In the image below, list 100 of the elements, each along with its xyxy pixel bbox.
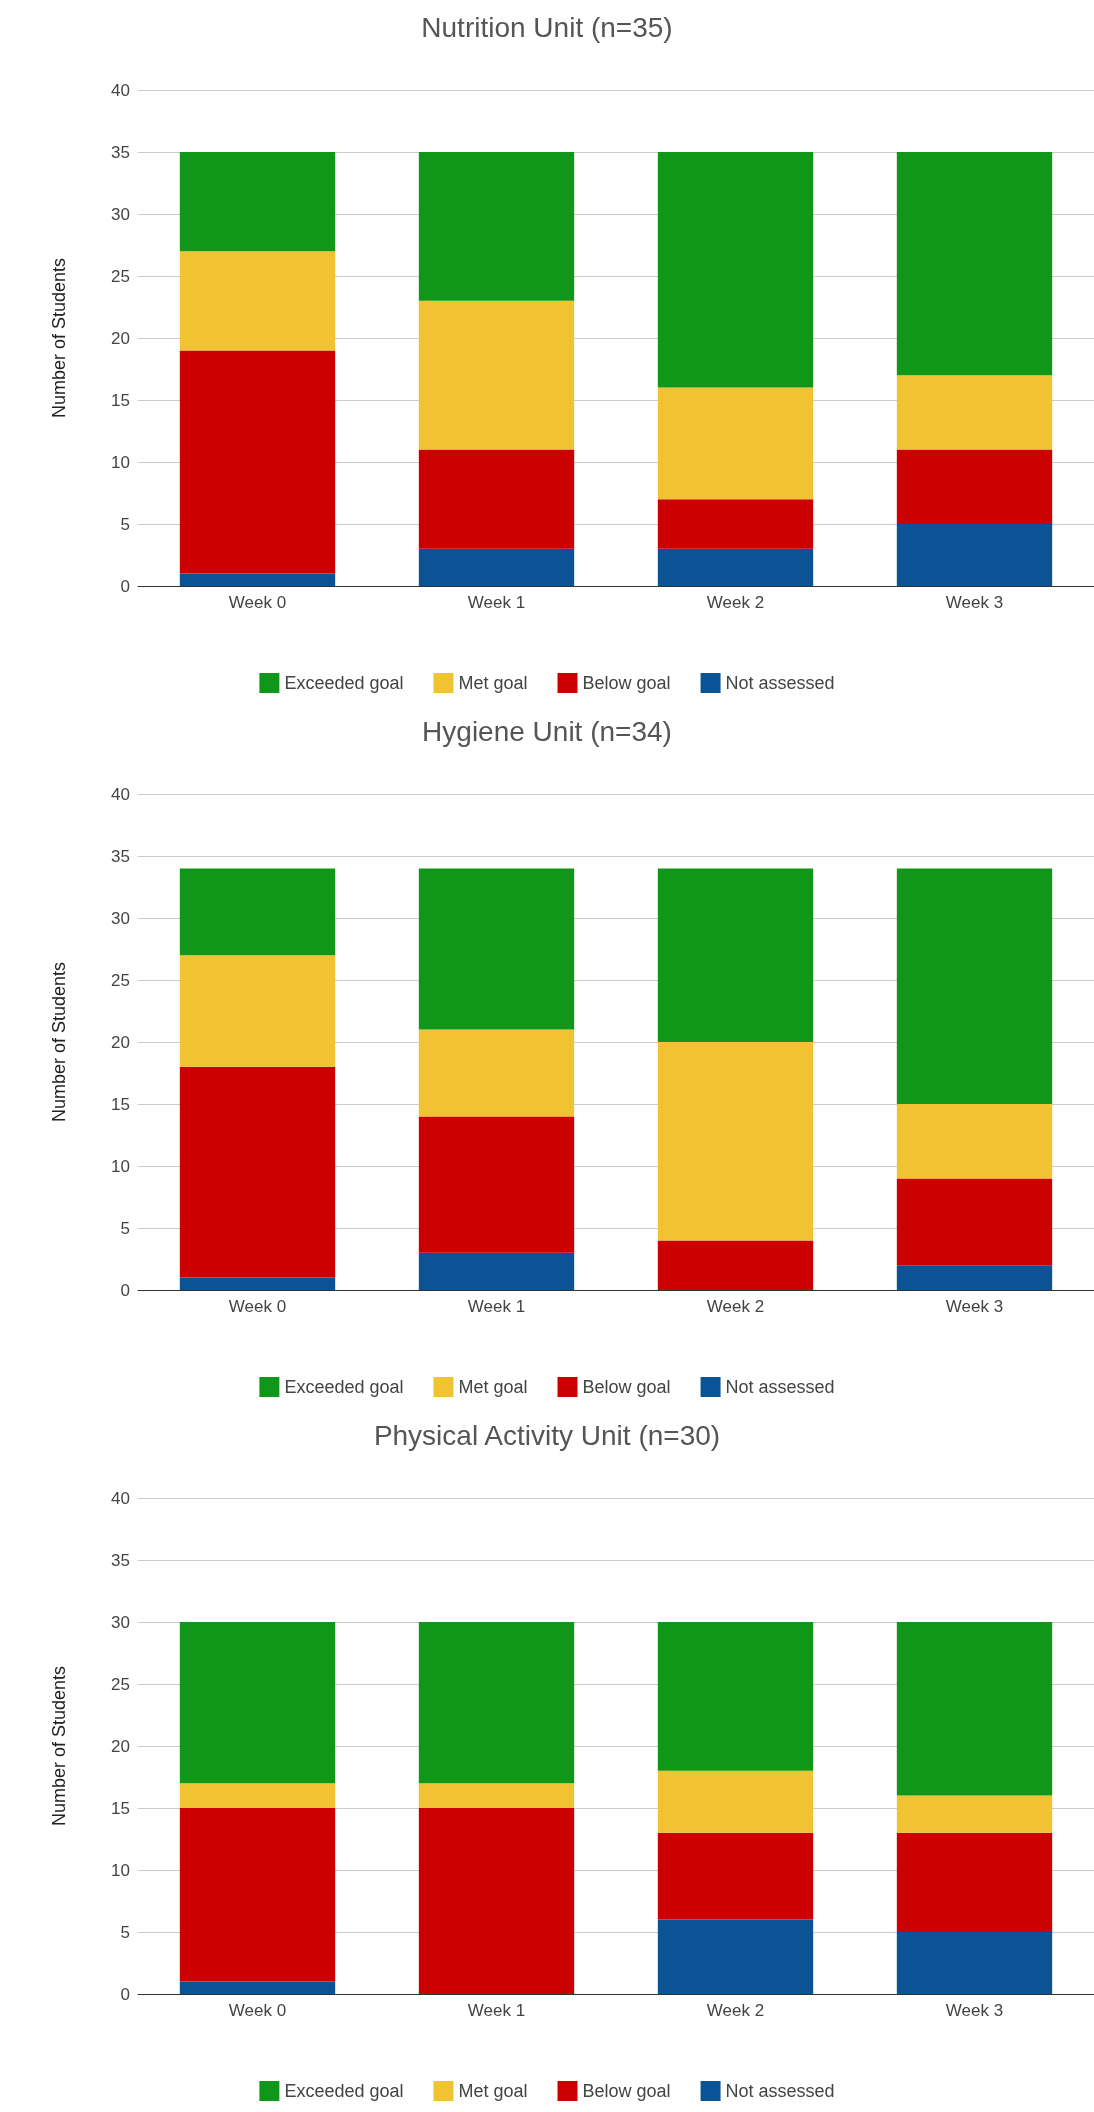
x-tick-label: Week 1 [467,593,526,612]
legend-label: Below goal [582,2081,671,2101]
bar [179,1622,336,1784]
legend-label: Not assessed [725,1377,835,1397]
bar [657,1042,814,1241]
bar [896,1178,1053,1266]
bar [657,868,814,1042]
y-tick-label: 30 [111,204,130,224]
x-tick-label: Week 2 [706,593,765,612]
chart-title: Nutrition Unit (n=35) [421,11,673,43]
bar [896,375,1053,450]
x-tick-label: Week 2 [706,1297,765,1316]
y-tick-label: 0 [120,1984,130,2004]
x-tick-label: Week 3 [945,1297,1004,1316]
bar [896,868,1053,1104]
bar [418,868,575,1030]
y-tick-label: 20 [111,328,130,348]
y-tick-label: 10 [111,1156,130,1176]
chart-title: Physical Activity Unit (n=30) [373,1419,721,1451]
y-tick-label: 25 [111,1674,130,1694]
y-tick-label: 35 [111,1550,130,1570]
legend-label: Exceeded goal [284,2081,404,2101]
y-tick-label: 15 [111,1798,130,1818]
bar [179,1783,336,1808]
y-tick-label: 30 [111,908,130,928]
bar [657,152,814,388]
legend-label: Exceeded goal [284,673,404,693]
x-tick-label: Week 3 [945,593,1004,612]
bar [657,499,814,549]
bar [657,548,814,586]
legend-label: Met goal [458,1377,528,1397]
bar [657,1832,814,1920]
bar [896,1795,1053,1833]
bar [179,573,336,586]
y-tick-label: 5 [120,514,130,534]
x-tick-label: Week 0 [228,2001,287,2020]
bar [179,1981,336,1994]
legend-label: Met goal [458,2081,528,2101]
x-tick-label: Week 3 [945,2001,1004,2020]
y-tick-label: 20 [111,1736,130,1756]
y-tick-label: 25 [111,970,130,990]
x-tick-label: Week 2 [706,2001,765,2020]
legend-label: Below goal [582,673,671,693]
bar [896,1932,1053,1994]
y-axis-title: Number of Students [49,1665,69,1827]
bar [179,868,336,956]
bar [896,152,1053,376]
bar [657,1240,814,1290]
bar [418,1808,575,1994]
bar [896,449,1053,524]
bar [896,1832,1053,1932]
y-tick-label: 35 [111,846,130,866]
y-tick-label: 40 [111,784,130,804]
x-tick-label: Week 1 [467,2001,526,2020]
y-tick-label: 30 [111,1612,130,1632]
bar [657,387,814,500]
bar [418,548,575,586]
bar [179,152,336,252]
bar [179,955,336,1067]
y-tick-label: 0 [120,1280,130,1300]
bar [179,350,336,574]
y-axis-title: Number of Students [49,257,69,419]
bar [418,152,575,301]
y-tick-label: 25 [111,266,130,286]
bar [896,1104,1053,1179]
bar [179,1066,336,1278]
y-tick-label: 10 [111,1860,130,1880]
y-tick-label: 15 [111,1094,130,1114]
bar [657,1770,814,1833]
legend-label: Not assessed [725,2081,835,2101]
bar [418,1783,575,1808]
legend-label: Met goal [458,673,528,693]
bar [896,1622,1053,1796]
bar [179,1277,336,1290]
y-tick-label: 5 [120,1922,130,1942]
y-tick-label: 20 [111,1032,130,1052]
x-tick-label: Week 0 [228,1297,287,1316]
bar [896,1265,1053,1290]
bar [418,1622,575,1784]
bar [418,1252,575,1290]
y-tick-label: 0 [120,576,130,596]
y-tick-label: 5 [120,1218,130,1238]
y-tick-label: 10 [111,452,130,472]
legend-label: Not assessed [725,673,835,693]
y-tick-label: 35 [111,142,130,162]
legend-label: Exceeded goal [284,1377,404,1397]
bar [179,251,336,351]
x-tick-label: Week 0 [228,593,287,612]
y-tick-label: 40 [111,80,130,100]
bar [418,1116,575,1253]
bar [657,1622,814,1771]
x-tick-label: Week 1 [467,1297,526,1316]
bar [418,1029,575,1117]
bar [657,1919,814,1994]
bar [896,524,1053,586]
bar [418,300,575,450]
chart-title: Hygiene Unit (n=34) [422,715,672,747]
bar [418,449,575,549]
y-axis-title: Number of Students [49,961,69,1123]
bar [179,1808,336,1982]
